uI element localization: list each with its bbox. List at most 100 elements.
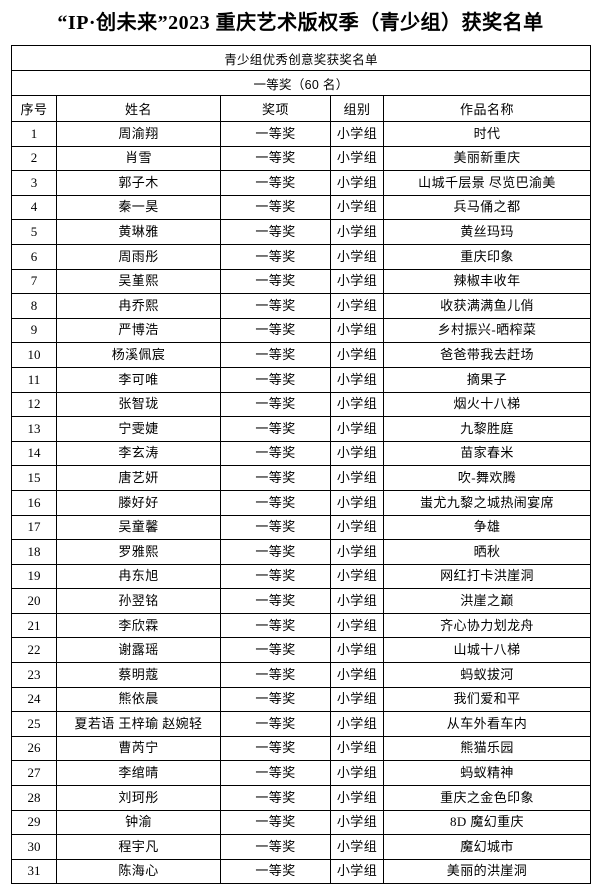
cell-group: 小学组 <box>330 834 384 860</box>
cell-award: 一等奖 <box>220 612 331 639</box>
cell-index: 1 <box>11 121 57 147</box>
cell-index: 31 <box>11 858 57 884</box>
cell-work: 吹-舞欢腾 <box>383 465 591 491</box>
cell-name: 冉东旭 <box>56 563 221 590</box>
table-row: 2 肖雪 一等奖 小学组 美丽新重庆 <box>11 145 591 172</box>
cell-award: 一等奖 <box>220 588 331 614</box>
table-row: 19 冉东旭 一等奖 小学组 网红打卡洪崖洞 <box>11 563 591 590</box>
cell-name: 陈海心 <box>56 858 221 884</box>
cell-work: 晒秋 <box>383 539 591 565</box>
cell-work: 8D 魔幻重庆 <box>383 809 591 836</box>
cell-index: 4 <box>11 194 57 221</box>
cell-award: 一等奖 <box>220 539 331 565</box>
table-row: 27 李绾晴 一等奖 小学组 蚂蚁精神 <box>11 760 591 787</box>
cell-work: 山城千层景 尽览巴渝美 <box>383 170 591 196</box>
table-row: 17 吴童馨 一等奖 小学组 争雄 <box>11 514 591 541</box>
cell-award: 一等奖 <box>220 686 331 713</box>
cell-award: 一等奖 <box>220 219 331 245</box>
cell-work: 九黎胜庭 <box>383 416 591 442</box>
cell-index: 3 <box>11 170 57 196</box>
column-header-name: 姓名 <box>56 95 221 122</box>
cell-name: 杨溪佩宸 <box>56 342 221 368</box>
cell-name: 蔡明蔻 <box>56 662 221 688</box>
cell-work: 熊猫乐园 <box>383 735 591 762</box>
cell-index: 2 <box>11 145 57 172</box>
cell-index: 10 <box>11 342 57 368</box>
cell-award: 一等奖 <box>220 317 331 344</box>
cell-index: 6 <box>11 243 57 270</box>
cell-index: 16 <box>11 489 57 516</box>
table-row: 21 李欣霖 一等奖 小学组 齐心协力划龙舟 <box>11 612 591 639</box>
cell-group: 小学组 <box>330 342 384 368</box>
cell-work: 山城十八梯 <box>383 637 591 664</box>
column-header-group: 组别 <box>330 95 384 122</box>
cell-index: 11 <box>11 366 57 393</box>
table-row: 12 张智珑 一等奖 小学组 烟火十八梯 <box>11 391 591 418</box>
cell-index: 23 <box>11 662 57 688</box>
cell-name: 夏若语 王梓瑜 赵婉轻 <box>56 711 221 737</box>
cell-award: 一等奖 <box>220 293 331 319</box>
cell-award: 一等奖 <box>220 465 331 491</box>
cell-index: 25 <box>11 711 57 737</box>
cell-group: 小学组 <box>330 366 384 393</box>
cell-award: 一等奖 <box>220 514 331 541</box>
column-header-index: 序号 <box>11 95 57 122</box>
cell-work: 争雄 <box>383 514 591 541</box>
cell-work: 摘果子 <box>383 366 591 393</box>
cell-index: 5 <box>11 219 57 245</box>
cell-group: 小学组 <box>330 194 384 221</box>
table-row: 20 孙翌铭 一等奖 小学组 洪崖之巅 <box>11 588 591 614</box>
cell-group: 小学组 <box>330 268 384 295</box>
cell-work: 洪崖之巅 <box>383 588 591 614</box>
table-row: 16 滕好好 一等奖 小学组 蚩尤九黎之城热闹宴席 <box>11 489 591 516</box>
table-row: 26 曹芮宁 一等奖 小学组 熊猫乐园 <box>11 735 591 762</box>
table-row: 13 宁雯婕 一等奖 小学组 九黎胜庭 <box>11 416 591 442</box>
cell-name: 肖雪 <box>56 145 221 172</box>
cell-group: 小学组 <box>330 391 384 418</box>
cell-name: 唐艺妍 <box>56 465 221 491</box>
cell-group: 小学组 <box>330 514 384 541</box>
table-header-row: 序号 姓名 奖项 组别 作品名称 <box>11 95 591 122</box>
cell-group: 小学组 <box>330 711 384 737</box>
table-subbanner-label: 一等奖（60 名） <box>11 70 591 96</box>
cell-index: 30 <box>11 834 57 860</box>
cell-index: 14 <box>11 440 57 467</box>
table-row: 22 谢露瑶 一等奖 小学组 山城十八梯 <box>11 637 591 664</box>
cell-award: 一等奖 <box>220 170 331 196</box>
cell-name: 吴堇熙 <box>56 268 221 295</box>
table-row: 18 罗雅熙 一等奖 小学组 晒秋 <box>11 539 591 565</box>
cell-award: 一等奖 <box>220 194 331 221</box>
cell-name: 程宇凡 <box>56 834 221 860</box>
cell-name: 钟渝 <box>56 809 221 836</box>
cell-name: 宁雯婕 <box>56 416 221 442</box>
cell-award: 一等奖 <box>220 391 331 418</box>
cell-award: 一等奖 <box>220 416 331 442</box>
cell-index: 9 <box>11 317 57 344</box>
cell-name: 张智珑 <box>56 391 221 418</box>
cell-work: 烟火十八梯 <box>383 391 591 418</box>
cell-name: 滕好好 <box>56 489 221 516</box>
cell-index: 12 <box>11 391 57 418</box>
cell-award: 一等奖 <box>220 711 331 737</box>
cell-award: 一等奖 <box>220 366 331 393</box>
cell-index: 8 <box>11 293 57 319</box>
cell-group: 小学组 <box>330 170 384 196</box>
cell-index: 24 <box>11 686 57 713</box>
cell-index: 19 <box>11 563 57 590</box>
table-row: 29 钟渝 一等奖 小学组 8D 魔幻重庆 <box>11 809 591 836</box>
page-title: “IP·创未来”2023 重庆艺术版权季（青少组）获奖名单 <box>57 12 544 34</box>
document-page: “IP·创未来”2023 重庆艺术版权季（青少组）获奖名单 青少组优秀创意奖获奖… <box>11 12 591 884</box>
cell-group: 小学组 <box>330 662 384 688</box>
cell-work: 齐心协力划龙舟 <box>383 612 591 639</box>
cell-index: 27 <box>11 760 57 787</box>
cell-work: 黄丝玛玛 <box>383 219 591 245</box>
cell-name: 谢露瑶 <box>56 637 221 664</box>
table-row: 5 黄琳雅 一等奖 小学组 黄丝玛玛 <box>11 219 591 245</box>
cell-group: 小学组 <box>330 219 384 245</box>
cell-group: 小学组 <box>330 588 384 614</box>
award-winners-table: 青少组优秀创意奖获奖名单 一等奖（60 名） 序号 姓名 奖项 组别 作品名称 … <box>11 45 591 884</box>
cell-award: 一等奖 <box>220 243 331 270</box>
cell-group: 小学组 <box>330 858 384 884</box>
cell-index: 13 <box>11 416 57 442</box>
table-row: 8 冉乔熙 一等奖 小学组 收获满满鱼儿俏 <box>11 293 591 319</box>
